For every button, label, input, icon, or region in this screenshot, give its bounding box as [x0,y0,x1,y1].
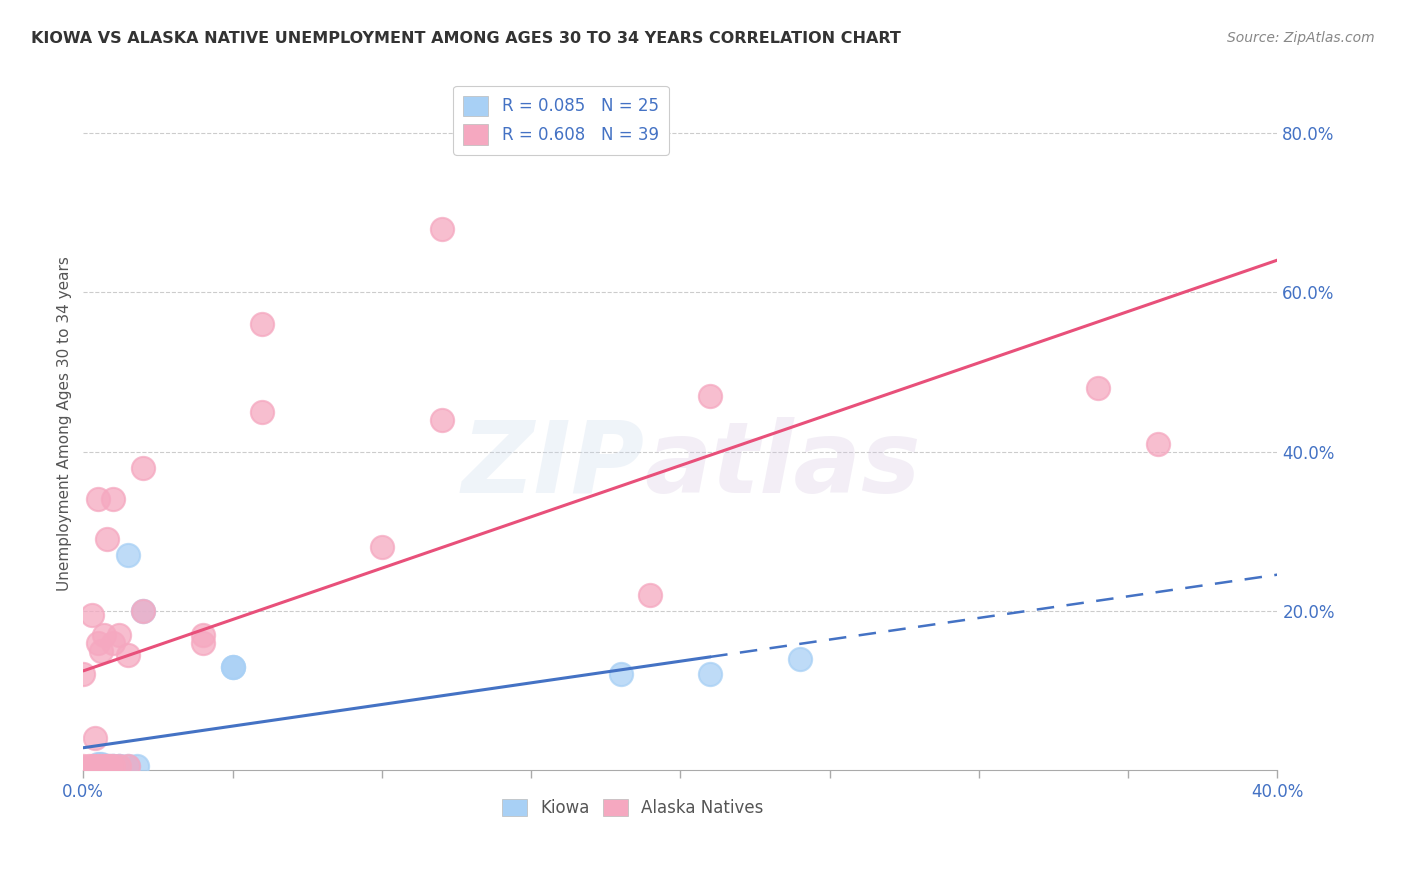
Point [87,759,110,773]
Point [252,405,274,419]
Point [98,759,121,773]
Point [90,759,112,773]
Point [84,763,107,777]
Point [117,759,139,773]
Point [93,628,115,642]
Point [90,756,112,771]
Point [93,759,115,773]
Point [1087,381,1109,395]
Point [96,759,118,773]
Point [1147,436,1170,450]
Legend: Kiowa, Alaska Natives: Kiowa, Alaska Natives [495,792,770,824]
Text: KIOWA VS ALASKA NATIVE UNEMPLOYMENT AMONG AGES 30 TO 34 YEARS CORRELATION CHART: KIOWA VS ALASKA NATIVE UNEMPLOYMENT AMON… [31,31,901,46]
Point [87,757,110,772]
Point [84,759,107,773]
Text: Source: ZipAtlas.com: Source: ZipAtlas.com [1227,31,1375,45]
Point [101,759,124,773]
Point [101,759,124,773]
Point [640,588,662,602]
Point [82,759,104,773]
Point [101,635,124,649]
Y-axis label: Unemployment Among Ages 30 to 34 years: Unemployment Among Ages 30 to 34 years [58,256,72,591]
Point [87,492,110,507]
Point [221,659,243,673]
Point [101,759,124,773]
Point [609,667,631,681]
Point [117,759,139,773]
Point [72,761,94,775]
Point [108,628,131,642]
Point [72,667,94,681]
Point [72,759,94,773]
Point [96,759,118,773]
Point [93,759,115,773]
Point [132,460,155,475]
Point [108,759,131,773]
Point [699,389,721,403]
Point [77,759,100,773]
Point [90,643,112,657]
Point [101,492,124,507]
Point [108,759,131,773]
Point [84,731,107,746]
Point [96,759,118,773]
Point [87,635,110,649]
Point [82,607,104,622]
Text: atlas: atlas [644,417,921,514]
Point [108,759,131,773]
Point [789,651,811,665]
Point [191,628,214,642]
Point [77,763,100,777]
Point [96,532,118,546]
Point [72,763,94,777]
Point [90,759,112,773]
Point [77,763,100,777]
Point [93,759,115,773]
Point [117,548,139,562]
Point [191,635,214,649]
Point [117,648,139,662]
Point [699,667,721,681]
Point [430,221,453,235]
Text: ZIP: ZIP [461,417,644,514]
Point [430,413,453,427]
Point [132,604,155,618]
Point [371,540,394,554]
Point [98,759,121,773]
Point [132,604,155,618]
Point [125,759,148,773]
Point [252,317,274,331]
Point [87,759,110,773]
Point [221,659,243,673]
